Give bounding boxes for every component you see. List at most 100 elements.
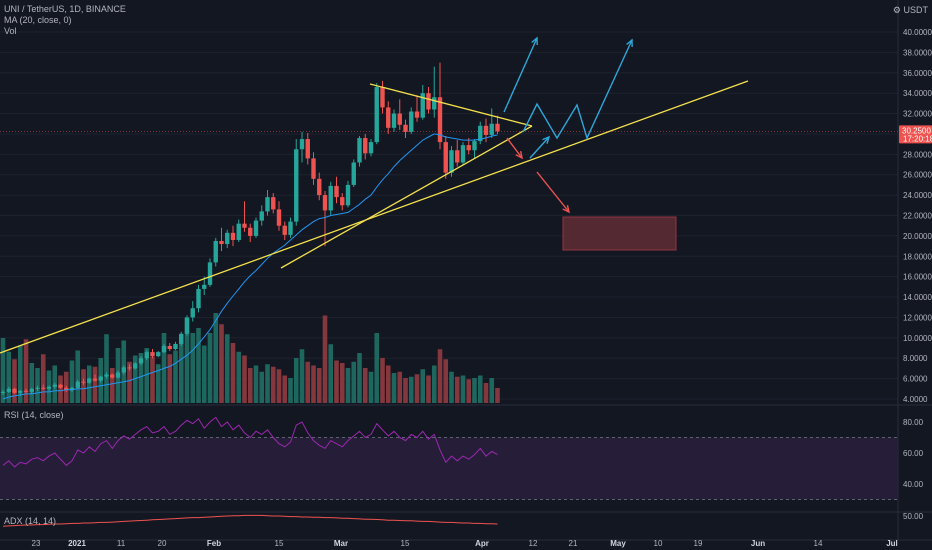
candle-body [426, 93, 431, 110]
time-axis-label: 19 [694, 539, 703, 548]
rsi-pane [0, 416, 898, 500]
breakout-arrow-up [503, 37, 538, 113]
volume-bar [282, 375, 288, 403]
time-axis-label: 10 [654, 539, 663, 548]
vol-legend[interactable]: Vol [4, 26, 17, 36]
candle-body [340, 197, 345, 206]
volume-bar [196, 328, 201, 403]
volume-bar [483, 383, 489, 403]
time-axis-label: Mar [334, 539, 348, 548]
zigzag-arrow-up-head [626, 38, 633, 48]
candle-body [121, 367, 126, 373]
volume-bar [420, 369, 426, 403]
long-trendline [0, 80, 749, 354]
price-axis-label: 28.0000 [903, 150, 932, 159]
candle-body [478, 125, 483, 142]
candle-body [294, 149, 299, 222]
settings-icon[interactable]: ⚙ [892, 5, 901, 15]
candle-body [288, 221, 293, 235]
volume-bar [431, 365, 437, 403]
currency-label[interactable]: ⚙ USDT [893, 5, 928, 16]
candle-body [115, 372, 121, 378]
candle-body [414, 111, 420, 118]
candle-body [299, 139, 305, 150]
candle-body [225, 232, 230, 245]
volume-bar [454, 376, 460, 403]
volume-bar [236, 351, 242, 403]
candle-body [52, 384, 57, 387]
ma20-line [2, 133, 498, 400]
price-axis-label: 26.0000 [903, 171, 932, 180]
adx-legend[interactable]: ADX (14, 14) [4, 516, 57, 526]
candle-body [35, 387, 40, 389]
candle-body [351, 162, 356, 185]
adx-line [2, 514, 498, 527]
volume-bar [311, 365, 316, 403]
volume-bar [403, 378, 408, 403]
triangle-upper-trendline [369, 83, 533, 127]
volume-bar [437, 349, 443, 403]
volume-bar [460, 375, 466, 403]
time-axis-label: May [610, 539, 626, 548]
currency-text: USDT [903, 5, 929, 15]
triangle-lower-trendline [280, 125, 533, 269]
candle-body [213, 240, 218, 263]
candle-body [472, 141, 477, 151]
candle-body [322, 195, 328, 211]
ma-legend[interactable]: MA (20, close, 0) [4, 15, 72, 25]
candle-body [110, 374, 115, 378]
candle-body [345, 184, 351, 206]
price-axis-label: 8.0000 [903, 354, 928, 363]
volume-bar [92, 366, 98, 403]
candle-body [466, 145, 471, 151]
volume-bar [104, 334, 109, 403]
volume-bar [449, 371, 454, 403]
volume-bar [35, 368, 40, 403]
candle-body [92, 378, 98, 381]
current-price-text: 30.2500 [902, 126, 931, 135]
symbol-title[interactable]: UNI / TetherUS, 1D, BINANCE [4, 4, 126, 14]
volume-bar [127, 361, 132, 403]
candle-body [432, 97, 437, 110]
candle-body [443, 142, 448, 173]
volume-bar [397, 371, 403, 403]
volume-bar [138, 353, 144, 403]
pullback-arrow-down [506, 137, 523, 159]
candle-body [276, 209, 282, 226]
volume-bar [362, 368, 368, 403]
time-axis-label: 21 [569, 539, 578, 548]
zigzag-arrow-up [522, 39, 633, 140]
current-price-tag [899, 125, 932, 144]
volume-bar [173, 350, 178, 403]
volume-bar [75, 350, 81, 403]
volume-bar [17, 345, 23, 403]
volume-bar [265, 364, 270, 403]
volume-bar [414, 374, 420, 403]
volume-bar [184, 318, 190, 403]
volume-bar [288, 378, 293, 403]
candle-body [81, 381, 86, 383]
price-axis-label: 40.0000 [903, 28, 932, 37]
candle-body [460, 145, 466, 163]
volume-bar [6, 351, 12, 403]
time-axis-label: 15 [401, 539, 410, 548]
candle-body [184, 317, 190, 334]
price-axis-label: 36.0000 [903, 69, 932, 78]
candle-body [391, 113, 397, 128]
candle-body [334, 185, 339, 198]
drawings-back [0, 131, 898, 251]
time-axis-label: 2021 [68, 539, 86, 548]
time-axis-label: 20 [158, 539, 167, 548]
drawings[interactable] [0, 36, 749, 354]
time-axis-label: Feb [207, 539, 221, 548]
candle-body [150, 352, 155, 357]
time-axis-label: 23 [32, 539, 41, 548]
price-axis-label: 24.0000 [903, 191, 932, 200]
volume-bar [380, 358, 385, 403]
rsi-legend[interactable]: RSI (14, close) [4, 410, 64, 420]
candle-body [311, 158, 316, 179]
adx-axis-label: 50.00 [903, 512, 924, 521]
time-axis-label: 14 [814, 539, 823, 548]
